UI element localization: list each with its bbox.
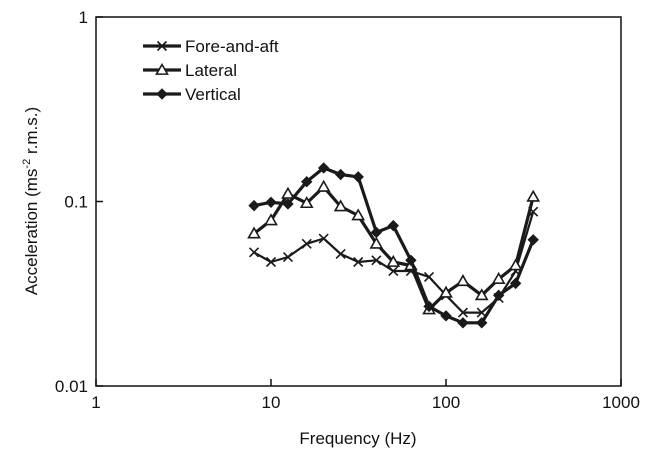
data-point-diamond-marker: [405, 254, 417, 267]
data-point-diamond-marker: [457, 317, 469, 329]
x-tick-label: 1000: [602, 393, 640, 412]
data-point-diamond-marker: [301, 176, 313, 188]
data-point-triangle-marker: [369, 236, 384, 249]
plot-area: [95, 16, 622, 387]
data-point-x-marker: [457, 307, 469, 318]
data-point-triangle-marker: [351, 208, 366, 221]
data-point-diamond-marker: [265, 196, 277, 209]
data-point-x-marker: [265, 256, 277, 268]
data-point-x-marker: [353, 256, 364, 268]
data-point-x-marker: [248, 247, 260, 258]
legend-entry: Vertical: [143, 85, 241, 104]
x-tick-label: 1: [91, 393, 100, 412]
data-point-triangle-marker: [456, 274, 470, 287]
data-point-triangle-marker: [247, 226, 261, 239]
data-point-x-marker: [388, 265, 399, 277]
y-tick-label: 1: [79, 8, 88, 27]
x-tick-label: 100: [432, 393, 460, 412]
data-point-diamond-marker: [352, 171, 364, 183]
data-point-triangle-marker: [526, 189, 541, 202]
data-point-x-marker: [156, 40, 168, 52]
data-point-triangle-marker: [264, 213, 278, 226]
data-point-diamond-marker: [317, 162, 330, 174]
data-point-triangle-marker: [333, 199, 348, 212]
data-point-diamond-marker: [476, 317, 488, 329]
y-tick-label: 0.01: [55, 377, 88, 396]
series-group: [247, 162, 541, 329]
data-point-triangle-marker: [491, 271, 506, 284]
data-point-triangle-marker: [316, 179, 331, 192]
legend-label: Fore-and-aft: [185, 37, 279, 56]
y-axis-title-superscript: -2: [21, 159, 33, 169]
data-point-x-marker: [335, 248, 346, 259]
data-point-diamond-marker: [282, 198, 294, 210]
data-point-x-marker: [318, 233, 329, 244]
series-line: [253, 166, 535, 325]
axis-ticks: 1 10 100 1000 0.01 0.1 1: [55, 8, 640, 412]
y-axis-title-tail: r.m.s.): [22, 107, 41, 159]
data-point-diamond-marker: [387, 219, 400, 232]
data-point-diamond-marker: [492, 289, 505, 302]
data-point-triangle-marker: [508, 258, 523, 271]
legend: Fore-and-aft Lateral Vertical: [143, 37, 279, 104]
data-point-triangle-marker: [155, 62, 169, 75]
data-point-triangle-marker: [474, 288, 489, 301]
data-point-diamond-marker: [527, 234, 539, 246]
legend-label: Lateral: [185, 61, 237, 80]
data-point-x-marker: [371, 255, 382, 266]
data-point-diamond-marker: [370, 226, 383, 239]
data-point-triangle-marker: [299, 196, 314, 209]
legend-entry: Lateral: [143, 61, 237, 80]
data-point-diamond-marker: [248, 199, 260, 212]
data-point-triangle-marker: [439, 285, 453, 298]
data-point-x-marker: [301, 238, 312, 249]
data-point-x-marker: [282, 251, 294, 263]
y-tick-label: 0.1: [64, 193, 88, 212]
series-vertical: [248, 162, 539, 329]
y-axis-title: Acceleration (ms-2 r.m.s.): [21, 107, 41, 295]
series-line: [253, 185, 535, 311]
data-point-triangle-marker: [386, 254, 401, 267]
legend-entry: Fore-and-aft: [143, 37, 279, 56]
y-axis-title-main: Acceleration (ms: [22, 169, 41, 296]
data-point-diamond-marker: [509, 277, 522, 290]
x-axis-title: Frequency (Hz): [299, 429, 416, 448]
data-point-diamond-marker: [334, 168, 347, 181]
data-point-diamond-marker: [156, 88, 168, 100]
data-point-diamond-marker: [423, 300, 435, 313]
x-tick-label: 10: [262, 393, 281, 412]
data-point-x-marker: [423, 271, 435, 283]
legend-label: Vertical: [185, 85, 241, 104]
data-point-diamond-marker: [440, 310, 452, 322]
data-point-triangle-marker: [281, 186, 295, 199]
